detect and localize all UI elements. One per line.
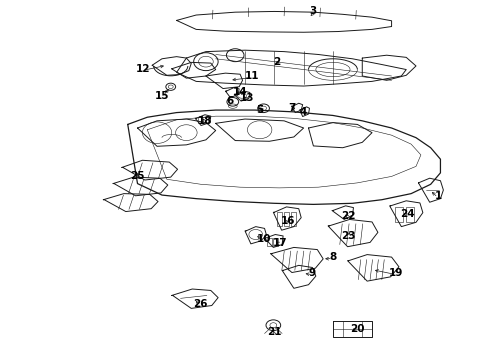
Text: 23: 23	[342, 231, 356, 240]
Text: 17: 17	[273, 238, 288, 248]
Text: 4: 4	[300, 107, 307, 117]
Text: 10: 10	[256, 234, 271, 244]
Text: 2: 2	[273, 57, 280, 67]
Text: 5: 5	[256, 105, 263, 115]
Bar	[273, 238, 278, 246]
Text: 7: 7	[288, 103, 295, 113]
Bar	[284, 212, 289, 226]
Text: 22: 22	[342, 211, 356, 221]
Text: 13: 13	[240, 93, 255, 103]
Bar	[277, 212, 282, 226]
Text: 18: 18	[197, 116, 212, 126]
Bar	[395, 207, 403, 222]
Text: 19: 19	[389, 268, 404, 278]
Text: 16: 16	[281, 216, 295, 226]
Bar	[291, 212, 296, 226]
Text: 8: 8	[329, 252, 337, 262]
Text: 9: 9	[309, 268, 316, 278]
Text: 3: 3	[310, 6, 317, 17]
Text: 14: 14	[233, 87, 247, 97]
Text: 25: 25	[130, 171, 145, 181]
Text: 6: 6	[227, 96, 234, 106]
Text: 20: 20	[350, 324, 365, 334]
Text: 15: 15	[155, 91, 169, 101]
Text: 21: 21	[267, 327, 282, 337]
Text: 26: 26	[193, 299, 207, 309]
Text: 24: 24	[400, 209, 415, 219]
Text: 1: 1	[434, 191, 441, 201]
Bar	[197, 117, 208, 123]
Text: 12: 12	[136, 64, 150, 74]
Text: 11: 11	[245, 71, 260, 81]
Bar	[406, 207, 414, 222]
Bar	[268, 238, 272, 246]
